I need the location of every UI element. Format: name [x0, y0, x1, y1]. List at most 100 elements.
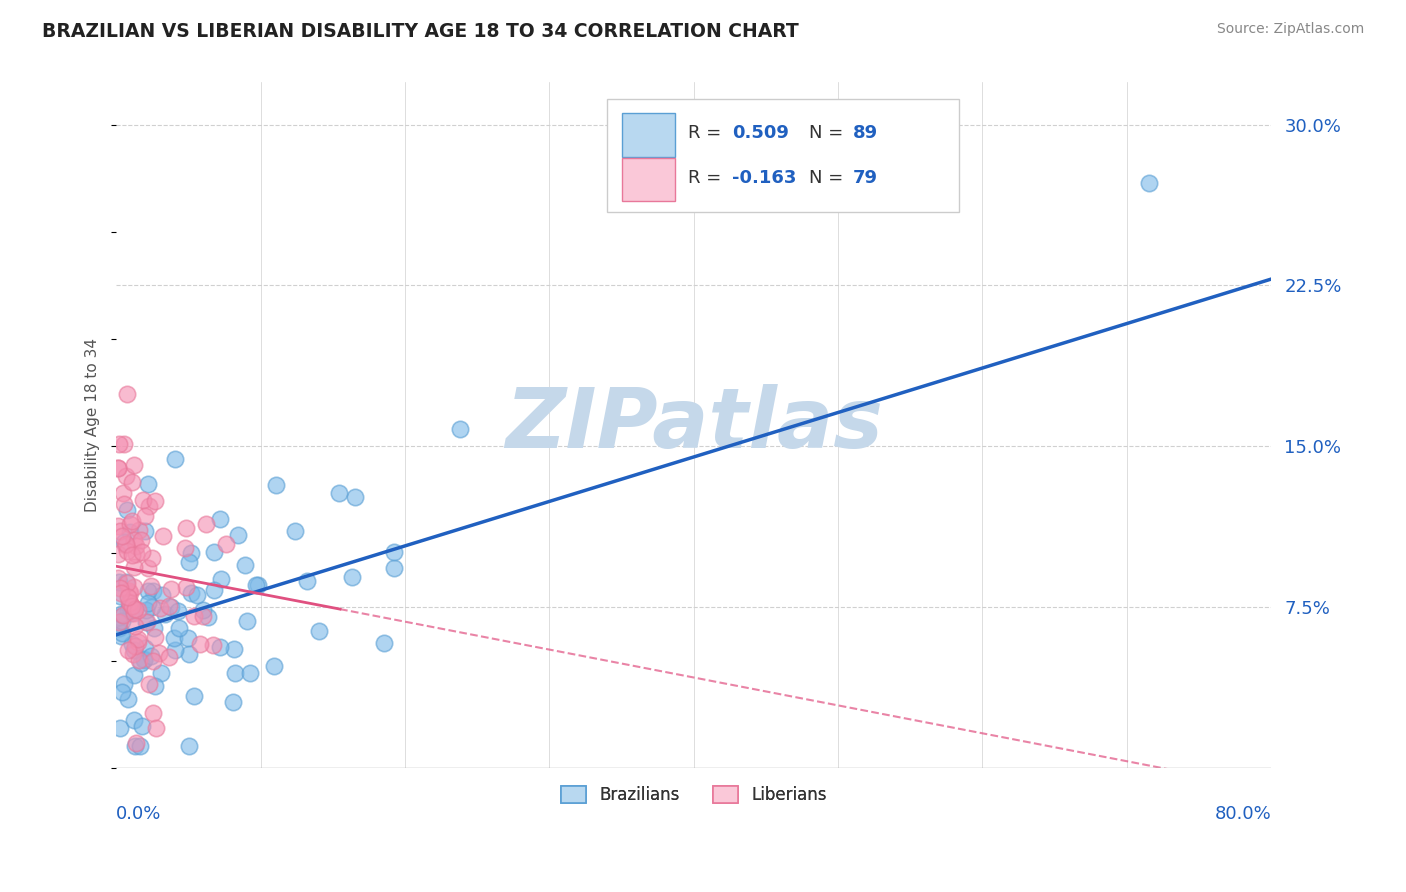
Point	[202, 638, 225, 652]
Point	[159, 582, 181, 597]
Point	[122, 648, 145, 662]
Point	[111, 614, 134, 628]
Point	[118, 517, 141, 532]
Point	[118, 584, 141, 599]
Point	[107, 461, 129, 475]
Point	[150, 665, 173, 680]
Point	[118, 595, 141, 609]
Point	[142, 706, 165, 720]
Point	[118, 524, 141, 539]
Point	[131, 545, 153, 559]
Point	[125, 547, 148, 561]
Point	[127, 632, 149, 646]
Point	[115, 503, 138, 517]
Text: R =: R =	[688, 124, 727, 143]
Point	[188, 637, 211, 651]
Point	[245, 578, 267, 592]
Point	[202, 545, 225, 559]
Point	[108, 721, 131, 735]
Point	[308, 624, 330, 638]
Point	[159, 599, 181, 614]
Point	[122, 667, 145, 681]
Point	[120, 586, 142, 600]
Text: BRAZILIAN VS LIBERIAN DISABILITY AGE 18 TO 34 CORRELATION CHART: BRAZILIAN VS LIBERIAN DISABILITY AGE 18 …	[42, 22, 799, 41]
Point	[111, 685, 134, 699]
Point	[114, 538, 136, 552]
Point	[191, 603, 214, 617]
Text: R =: R =	[688, 169, 727, 187]
Point	[263, 658, 285, 673]
Point	[145, 493, 167, 508]
Text: 0.0%: 0.0%	[117, 805, 162, 823]
Point	[129, 533, 152, 547]
Point	[202, 583, 225, 598]
Point	[108, 574, 131, 589]
Point	[117, 590, 139, 604]
Point	[131, 719, 153, 733]
Point	[152, 529, 174, 543]
Point	[107, 571, 129, 585]
Point	[163, 451, 186, 466]
Point	[112, 608, 135, 623]
Point	[127, 603, 149, 617]
Point	[107, 461, 129, 475]
Point	[110, 607, 132, 621]
FancyBboxPatch shape	[607, 99, 959, 212]
Point	[129, 739, 152, 754]
Text: 80.0%: 80.0%	[1215, 805, 1271, 823]
Point	[136, 561, 159, 575]
Point	[153, 607, 176, 621]
FancyBboxPatch shape	[621, 113, 675, 157]
Point	[295, 574, 318, 588]
Point	[110, 581, 132, 595]
Point	[136, 615, 159, 630]
Point	[141, 550, 163, 565]
Point	[132, 492, 155, 507]
Point	[115, 468, 138, 483]
Point	[247, 578, 270, 592]
Point	[139, 579, 162, 593]
Point	[110, 629, 132, 643]
Point	[124, 639, 146, 653]
Point	[328, 485, 350, 500]
Point	[115, 543, 138, 558]
Point	[209, 573, 232, 587]
Point	[195, 516, 218, 531]
Point	[131, 657, 153, 671]
Point	[134, 509, 156, 524]
Point	[120, 607, 142, 621]
Text: 89: 89	[853, 124, 879, 143]
Point	[115, 576, 138, 591]
Text: ZIPatlas: ZIPatlas	[505, 384, 883, 466]
Point	[177, 647, 200, 661]
Text: 79: 79	[853, 169, 879, 187]
Point	[183, 609, 205, 624]
Point	[117, 692, 139, 706]
Point	[128, 653, 150, 667]
Text: N =: N =	[810, 124, 849, 143]
Point	[121, 603, 143, 617]
Point	[107, 615, 129, 629]
Point	[174, 521, 197, 535]
Point	[132, 653, 155, 667]
Point	[112, 437, 135, 451]
Point	[167, 621, 190, 635]
Point	[150, 588, 173, 602]
Point	[122, 560, 145, 574]
Point	[197, 610, 219, 624]
Point	[135, 602, 157, 616]
Point	[127, 634, 149, 648]
Point	[122, 643, 145, 657]
Point	[236, 615, 259, 629]
Point	[121, 548, 143, 562]
Point	[117, 603, 139, 617]
Point	[173, 541, 195, 556]
Point	[344, 490, 367, 504]
Text: Source: ZipAtlas.com: Source: ZipAtlas.com	[1216, 22, 1364, 37]
Point	[143, 680, 166, 694]
Point	[382, 544, 405, 558]
Point	[115, 574, 138, 589]
Y-axis label: Disability Age 18 to 34: Disability Age 18 to 34	[86, 338, 100, 512]
Point	[136, 584, 159, 599]
Point	[114, 536, 136, 550]
